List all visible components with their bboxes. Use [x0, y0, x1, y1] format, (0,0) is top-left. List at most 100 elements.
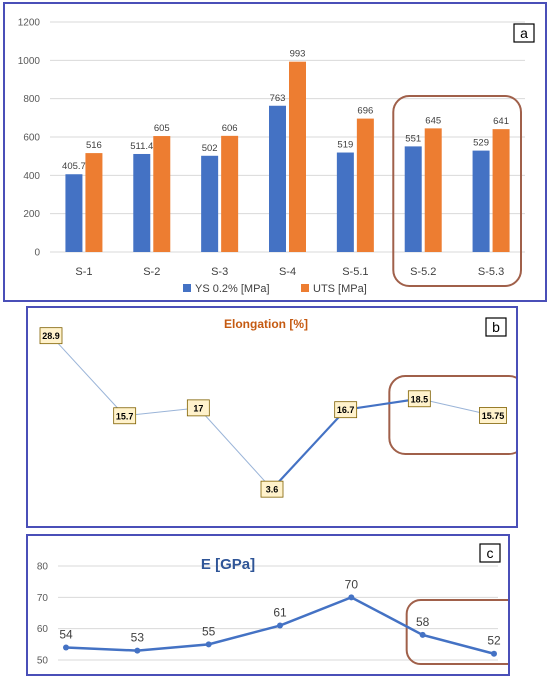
highlight-box	[388, 375, 516, 455]
bar-uts-S-5.2	[424, 128, 442, 252]
x-tick-label-S-2: S-2	[143, 266, 160, 278]
data-label-S-4: 61	[273, 606, 287, 620]
data-label-S-5.3: 15.75	[482, 411, 505, 421]
x-tick-label-S-5.1: S-5.1	[342, 266, 368, 278]
x-tick-label-S-1: S-1	[75, 266, 92, 278]
y-tick-label-3: 80	[37, 562, 49, 573]
data-label-S-5.2: 18.5	[411, 394, 429, 404]
panel-label: b	[492, 319, 500, 335]
x-tick-label-S-3: S-3	[211, 266, 228, 278]
data-label-uts-S-4: 993	[290, 49, 306, 60]
y-tick-label-1: 200	[23, 209, 40, 220]
bar-ys-S-4	[269, 105, 286, 252]
y-tick-label-5: 1000	[18, 56, 41, 67]
data-label-S-5.1: 16.7	[337, 405, 355, 415]
data-label-ys-S-4: 763	[270, 93, 286, 104]
bar-ys-S-5.1	[336, 152, 354, 252]
highlight-box	[392, 95, 522, 287]
panel-a: 0 200 400 600 800 1000 1200 405.7 516 S-1 511.4 605…	[3, 2, 547, 302]
panel-c: 50 60 70 80 E [GPa] 54 53 55 61 70 58 52 c	[26, 534, 510, 676]
line-segment-3	[271, 408, 347, 490]
panel-label: a	[520, 25, 528, 41]
data-label-S-1: 28.9	[42, 331, 60, 341]
data-label-uts-S-2: 605	[154, 123, 170, 134]
x-tick-label-S-4: S-4	[279, 266, 296, 278]
data-label-ys-S-1: 405.7	[62, 161, 86, 172]
bar-uts-S-1	[85, 153, 103, 252]
highlight-box	[405, 599, 508, 665]
y-tick-label-3: 600	[23, 133, 40, 144]
data-point-S-5.3	[479, 407, 507, 424]
x-tick-label-S-5.3: S-5.3	[478, 266, 504, 278]
bar-ys-S-1	[65, 174, 83, 252]
panel-label-box	[479, 543, 501, 563]
data-point-S-3	[205, 641, 212, 648]
data-point-S-5.1	[348, 594, 355, 601]
data-label-S-2: 53	[131, 631, 145, 645]
data-label-S-1: 54	[59, 627, 73, 641]
line-segment-0	[50, 335, 126, 417]
data-label-S-3: 55	[202, 624, 216, 638]
data-point-S-4	[277, 622, 283, 629]
bar-uts-S-2	[153, 136, 171, 252]
line-segment-4	[345, 397, 420, 411]
data-point-S-2	[113, 407, 137, 425]
data-point-S-5.1	[334, 401, 358, 419]
chart-title: Elongation [%]	[224, 317, 308, 331]
line-segment-1	[124, 407, 199, 417]
panel-label-box	[513, 23, 535, 43]
legend-label-uts: UTS [MPa]	[313, 283, 367, 295]
line-chart-modulus: 50 60 70 80 E [GPa] 54 53 55 61 70 58 52 c	[37, 543, 508, 667]
y-tick-label-2: 400	[23, 171, 40, 182]
panel-label: c	[487, 545, 494, 561]
data-point-S-4	[260, 480, 284, 498]
y-tick-label-6: 1200	[18, 18, 41, 29]
chart-title: E [GPa]	[201, 556, 255, 573]
data-label-uts-S-1: 516	[86, 140, 102, 151]
data-label-S-5.1: 70	[345, 577, 359, 591]
data-label-S-5.3: 52	[487, 634, 501, 648]
x-tick-label-S-5.2: S-5.2	[410, 266, 436, 278]
bar-uts-S-5.3	[492, 129, 510, 252]
data-label-uts-S-5.3: 641	[493, 116, 509, 127]
data-label-S-4: 3.6	[266, 485, 279, 495]
data-label-ys-S-2: 511.4	[130, 141, 153, 152]
panel-b: Elongation [%] 28.9 15.7 17 3.6 16.7 18.5 15.75…	[26, 306, 518, 528]
data-label-S-3: 17	[193, 403, 203, 413]
y-tick-label-0: 50	[37, 656, 49, 667]
legend-swatch-ys	[183, 284, 191, 292]
y-tick-label-2: 70	[37, 593, 49, 604]
panel-label-box	[485, 317, 507, 337]
y-tick-label-0: 0	[34, 248, 40, 259]
data-point-S-1	[63, 644, 69, 651]
bar-ys-S-3	[201, 155, 219, 252]
legend-label-ys: YS 0.2% [MPa]	[195, 283, 270, 295]
data-label-uts-S-5.1: 696	[357, 106, 373, 117]
data-point-S-1	[39, 327, 63, 345]
data-label-S-5.2: 58	[416, 615, 430, 629]
bar-uts-S-5.1	[356, 118, 374, 252]
bar-uts-S-3	[221, 135, 239, 252]
data-label-uts-S-5.2: 645	[425, 115, 441, 126]
legend-swatch-uts	[301, 284, 309, 292]
bar-ys-S-2	[133, 153, 151, 252]
data-point-S-2	[134, 647, 141, 654]
y-tick-label-4: 800	[23, 94, 40, 105]
data-label-ys-S-3: 502	[202, 143, 218, 154]
bar-ys-S-5.3	[472, 150, 490, 252]
y-tick-label-1: 60	[37, 624, 49, 635]
data-label-ys-S-5.3: 529	[473, 138, 489, 149]
data-label-S-2: 15.7	[116, 411, 134, 421]
data-label-ys-S-5.1: 519	[337, 140, 353, 151]
bar-ys-S-5.2	[404, 146, 422, 252]
data-label-uts-S-3: 606	[222, 123, 238, 134]
bar-uts-S-4	[289, 61, 306, 252]
data-point-S-5.2	[419, 631, 426, 638]
line-segment-2	[197, 407, 273, 490]
data-point-S-5.3	[491, 650, 497, 657]
data-label-ys-S-5.2: 551	[405, 133, 421, 144]
data-point-S-3	[186, 399, 210, 417]
data-point-S-5.2	[407, 390, 431, 408]
line-chart-elongation: Elongation [%] 28.9 15.7 17 3.6 16.7 18.5 15.75…	[39, 317, 516, 498]
